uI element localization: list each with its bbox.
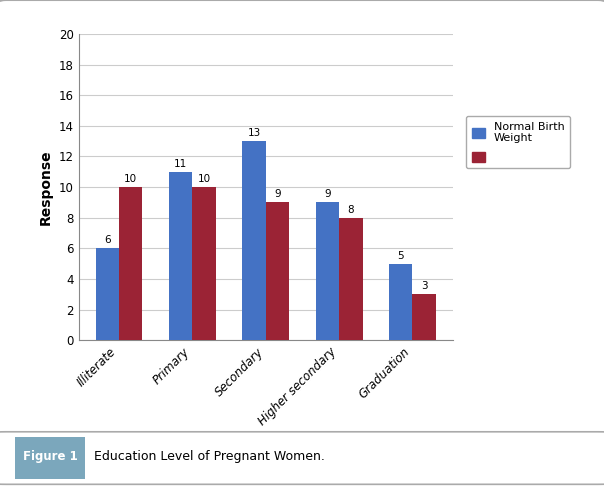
Text: 8: 8	[347, 205, 354, 215]
Y-axis label: Response: Response	[39, 149, 53, 225]
Bar	[389, 263, 413, 340]
Bar	[339, 218, 362, 340]
FancyBboxPatch shape	[15, 437, 85, 479]
Text: 11: 11	[174, 159, 187, 169]
Text: 6: 6	[104, 235, 111, 245]
FancyBboxPatch shape	[0, 432, 604, 485]
Text: Figure 1: Figure 1	[23, 451, 77, 464]
Bar	[266, 203, 289, 340]
X-axis label: Education: Education	[227, 434, 304, 448]
Text: 3: 3	[421, 281, 428, 291]
Text: 9: 9	[274, 190, 281, 199]
Bar	[169, 172, 193, 340]
Bar	[193, 187, 216, 340]
Text: 10: 10	[198, 174, 211, 184]
Bar	[413, 294, 436, 340]
Text: 5: 5	[397, 251, 404, 260]
Legend: Normal Birth
Weight, : Normal Birth Weight,	[466, 116, 570, 169]
Text: 10: 10	[124, 174, 137, 184]
Bar	[119, 187, 143, 340]
Bar	[95, 248, 119, 340]
FancyBboxPatch shape	[0, 0, 604, 437]
Bar	[316, 203, 339, 340]
Bar	[242, 141, 266, 340]
Text: 13: 13	[248, 128, 261, 138]
Text: Education Level of Pregnant Women.: Education Level of Pregnant Women.	[94, 451, 324, 464]
Text: 9: 9	[324, 190, 331, 199]
